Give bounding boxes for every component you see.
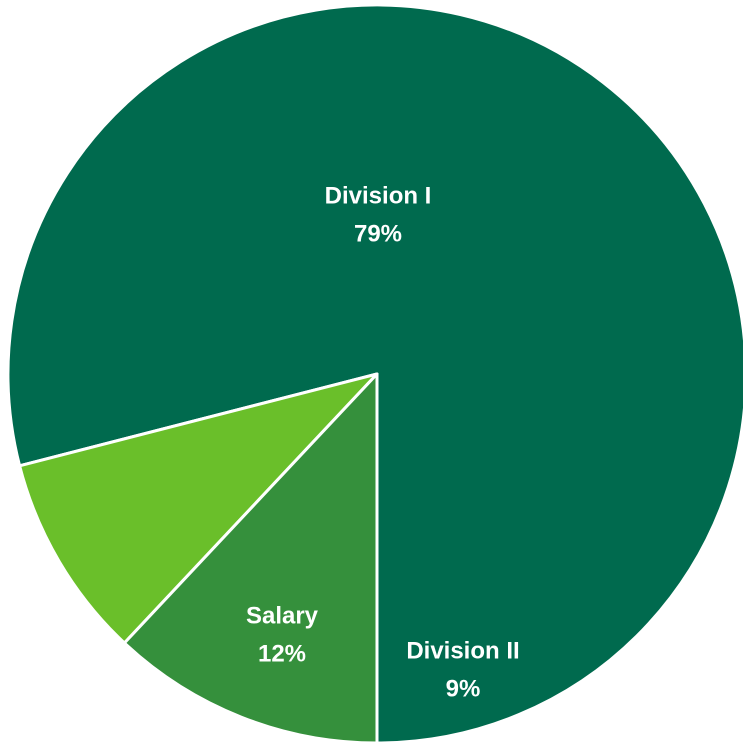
slice-name-label: Division II xyxy=(406,637,519,664)
slice-percent-label: 79% xyxy=(354,220,402,247)
slice-name-label: Salary xyxy=(246,602,319,629)
pie-slice-salary xyxy=(122,372,379,742)
pie-labels: Division I 79% Division II 9% Salary 12% xyxy=(246,182,520,702)
slice-percent-label: 12% xyxy=(258,640,306,667)
slice-name-label: Division I xyxy=(325,182,432,209)
pie-slices xyxy=(6,3,743,742)
pie-slice-division-ii xyxy=(18,372,379,645)
slice-percent-label: 9% xyxy=(446,675,481,702)
